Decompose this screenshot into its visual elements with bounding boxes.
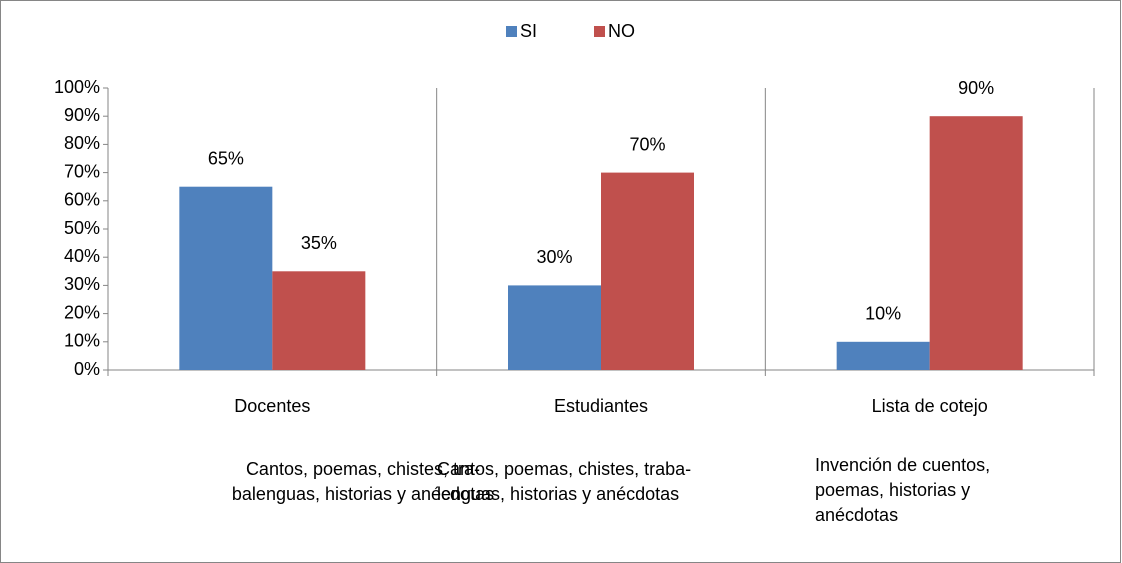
- y-tick-label: 40%: [64, 246, 100, 266]
- annotation: anécdotas: [815, 505, 898, 525]
- y-tick-label: 100%: [54, 77, 100, 97]
- y-tick-label: 30%: [64, 274, 100, 294]
- value-label: 90%: [958, 78, 994, 98]
- y-tick-label: 0%: [74, 359, 100, 379]
- legend-label: SI: [520, 21, 537, 41]
- y-tick-label: 50%: [64, 218, 100, 238]
- bar: [179, 186, 273, 370]
- x-tick-label: Lista de cotejo: [872, 396, 988, 416]
- annotation: Cantos, poemas, chistes, traba-: [437, 459, 691, 479]
- y-tick-label: 20%: [64, 302, 100, 322]
- annotation: balenguas, historias y anécdotas: [232, 484, 494, 504]
- bar: [836, 341, 930, 370]
- legend-swatch: [594, 26, 605, 37]
- annotation: poemas, historias y: [815, 480, 970, 500]
- y-tick-label: 80%: [64, 133, 100, 153]
- annotation: lenguas, historias y anécdotas: [437, 484, 679, 504]
- value-label: 35%: [301, 233, 337, 253]
- y-tick-label: 60%: [64, 190, 100, 210]
- x-tick-label: Docentes: [234, 396, 310, 416]
- value-label: 30%: [536, 247, 572, 267]
- y-tick-label: 70%: [64, 161, 100, 181]
- annotation: Invención de cuentos,: [815, 455, 990, 475]
- y-tick-label: 90%: [64, 105, 100, 125]
- value-label: 10%: [865, 304, 901, 324]
- annotation: Cantos, poemas, chistes, tra-: [246, 459, 480, 479]
- bar: [601, 172, 694, 370]
- value-label: 70%: [629, 134, 665, 154]
- bar: [929, 116, 1023, 370]
- bar: [508, 285, 601, 370]
- legend-swatch: [506, 26, 517, 37]
- legend-label: NO: [608, 21, 635, 41]
- y-tick-label: 10%: [64, 331, 100, 351]
- bar: [272, 271, 366, 370]
- value-label: 65%: [208, 148, 244, 168]
- x-tick-label: Estudiantes: [554, 396, 648, 416]
